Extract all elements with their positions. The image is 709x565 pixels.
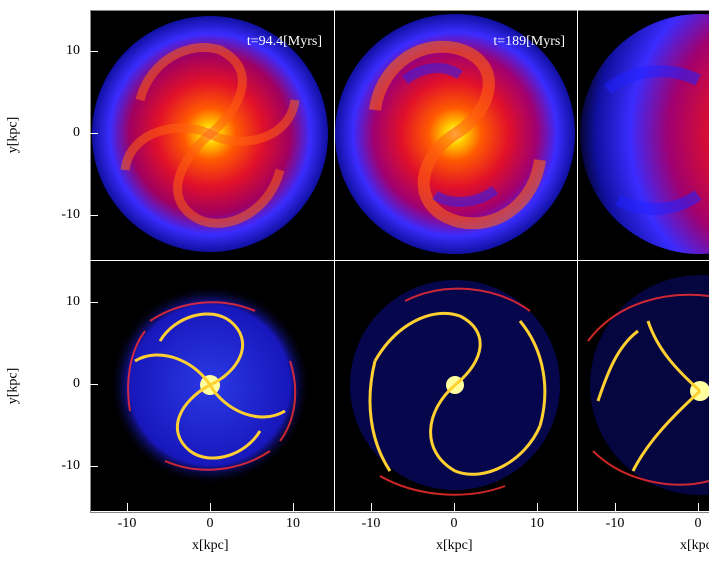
xtick-2-10: 10 — [530, 516, 544, 531]
panel-bottom-2 — [335, 261, 577, 511]
tick-mark — [454, 503, 455, 511]
tick-mark — [90, 215, 98, 216]
tick-mark — [90, 302, 98, 303]
ytick-bottom-10: 10 — [66, 294, 80, 309]
tick-mark — [537, 503, 538, 511]
xtick-2-0: 0 — [450, 516, 458, 531]
ytick-top-10: 10 — [66, 43, 80, 58]
time-label-1: t=94.4[Myrs] — [246, 34, 322, 49]
tick-mark — [127, 503, 128, 511]
ytick-top-0: 0 — [73, 125, 80, 140]
tick-mark — [293, 503, 294, 511]
ytick-bottom-neg10: -10 — [61, 458, 80, 473]
panel-bottom-3 — [578, 261, 709, 511]
xlabel-2: x[kpc] — [436, 538, 473, 553]
ytick-bottom-0: 0 — [73, 376, 80, 391]
time-label-2: t=189[Myrs] — [493, 34, 565, 49]
xtick-1-10: 10 — [286, 516, 300, 531]
tick-mark — [90, 384, 98, 385]
panel-top-1: t=94.4[Myrs] — [90, 10, 334, 260]
ytick-top-neg10: -10 — [61, 207, 80, 222]
tick-mark — [615, 503, 616, 511]
xtick-3-0: 0 — [694, 516, 702, 531]
col-divider — [334, 10, 335, 511]
xtick-3-neg10: -10 — [605, 516, 625, 531]
gas-density-image-bottom-3 — [587, 275, 709, 495]
tick-mark — [371, 503, 372, 511]
tick-mark — [90, 51, 98, 52]
xlabel-3: x[kpc] — [680, 538, 709, 553]
col-divider — [577, 10, 578, 511]
panel-top-3 — [578, 10, 709, 260]
xtick-1-neg10: -10 — [117, 516, 137, 531]
panel-bottom-1 — [90, 261, 334, 511]
xlabel-1: x[kpc] — [192, 538, 229, 553]
galaxy-image-top-3 — [580, 14, 709, 254]
gas-density-image-bottom-2 — [350, 280, 560, 496]
galaxy-image-top-1 — [92, 16, 328, 252]
tick-mark — [90, 133, 98, 134]
galaxy-image-top-2 — [335, 14, 575, 254]
xtick-2-neg10: -10 — [361, 516, 381, 531]
tick-mark — [210, 503, 211, 511]
gas-density-image-bottom-1 — [110, 285, 310, 485]
tick-mark — [698, 503, 699, 511]
ylabel-bottom: y[kpc] — [5, 367, 21, 405]
xtick-1-0: 0 — [206, 516, 214, 531]
ylabel-top: y[kpc] — [5, 116, 21, 154]
tick-mark — [90, 466, 98, 467]
row-divider — [90, 260, 709, 261]
panel-top-2: t=189[Myrs] — [335, 10, 577, 260]
